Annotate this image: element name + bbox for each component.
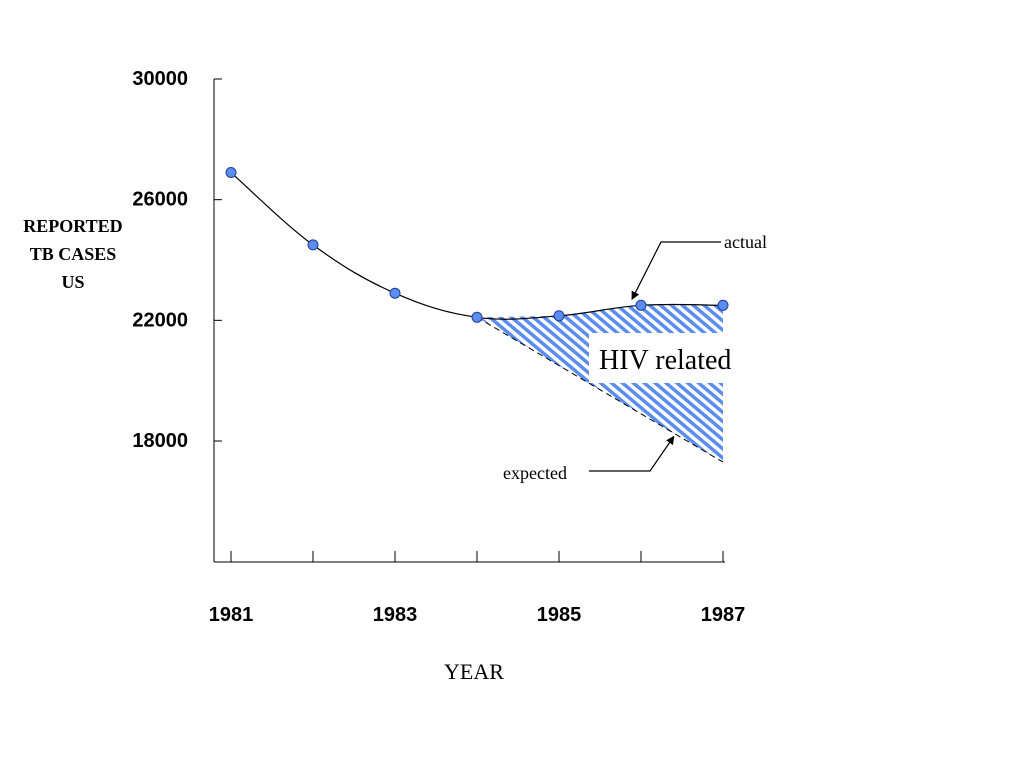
hiv-related-shaded-area xyxy=(477,305,723,463)
y-tick-label: 22000 xyxy=(132,309,188,331)
y-tick-label: 30000 xyxy=(132,68,188,90)
actual-data-point xyxy=(471,311,483,323)
x-tick-label: 1983 xyxy=(373,604,418,626)
x-tick-label: 1987 xyxy=(701,604,746,626)
expected-annotation-label: expected xyxy=(503,463,567,483)
actual-callout-arrow xyxy=(631,241,721,301)
expected-series-line xyxy=(476,316,724,463)
actual-series-line xyxy=(230,172,724,320)
y-axis-label: REPORTED TB CASES US xyxy=(23,216,122,292)
y-axis-label-line: US xyxy=(61,272,84,292)
y-ticks: 30000 26000 22000 18000 xyxy=(132,68,222,452)
actual-data-point xyxy=(225,167,237,178)
y-axis-label-line: TB CASES xyxy=(30,244,117,264)
hiv-label-background xyxy=(589,333,764,383)
y-tick-label: 26000 xyxy=(132,189,188,211)
x-tick-label: 1981 xyxy=(209,604,254,626)
actual-data-point xyxy=(717,299,729,311)
x-tick-label: 1985 xyxy=(537,604,582,626)
x-axis-label: YEAR xyxy=(444,659,504,684)
actual-annotation-label: actual xyxy=(724,232,767,252)
actual-data-point xyxy=(389,287,401,299)
actual-series-points xyxy=(225,167,729,323)
actual-data-point xyxy=(635,299,647,311)
x-ticks: 1981 1983 1985 1987 xyxy=(209,551,746,626)
hiv-related-label: HIV related xyxy=(599,345,731,376)
expected-callout-arrow xyxy=(589,435,675,472)
y-tick-label: 18000 xyxy=(132,430,188,452)
actual-data-point xyxy=(553,310,565,322)
y-axis-label-line: REPORTED xyxy=(23,216,122,236)
actual-data-point xyxy=(307,239,319,251)
